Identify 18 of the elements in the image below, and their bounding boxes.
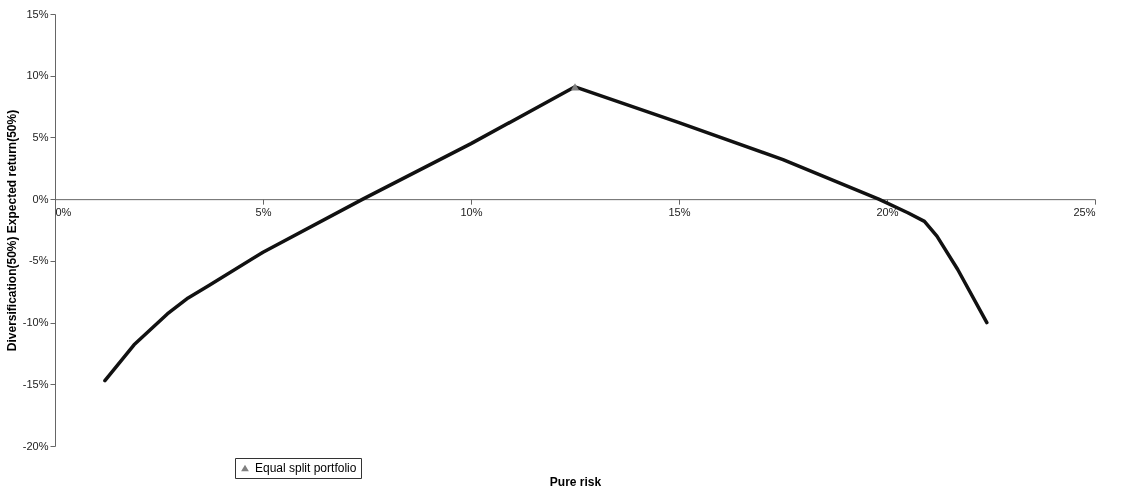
y-tick-label: 5%	[32, 130, 49, 143]
x-tick-label: 0%	[55, 205, 72, 218]
x-tick-label: 25%	[1073, 205, 1096, 218]
y-axis-title: Diversification(50%) Expected return(50%)	[4, 109, 19, 352]
x-tick-label: 20%	[876, 205, 899, 218]
x-tick-label: 10%	[460, 205, 483, 218]
x-tick-label: 15%	[668, 205, 691, 218]
y-tick-label: 10%	[26, 69, 49, 82]
y-tick-label: 0%	[32, 192, 49, 205]
y-tick-label: -5%	[28, 254, 49, 267]
line-series	[103, 85, 989, 383]
x-tick-label: 5%	[255, 205, 272, 218]
y-tick-label: -10%	[22, 316, 49, 329]
y-tick-label: -20%	[22, 439, 49, 452]
legend-label: Equal split portfolio	[255, 461, 357, 475]
y-tick-label: 15%	[26, 7, 49, 20]
y-tick-label: -15%	[22, 377, 49, 390]
x-axis-title: Pure risk	[549, 474, 602, 489]
